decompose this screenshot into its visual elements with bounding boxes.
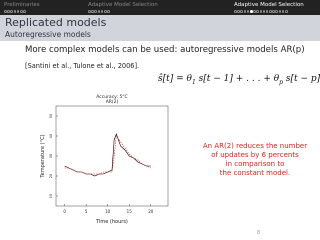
y-axis-label: Temperature (°C): [40, 134, 46, 178]
data-line: [64, 133, 151, 177]
y-tick-label: 30: [49, 154, 53, 158]
formula: ŝ[t] = θ1 s[t − 1] + . . . + θp s[t − p]: [158, 74, 320, 86]
annotation-line: An AR(2) reduces the number: [202, 142, 308, 150]
nav-dots: [88, 9, 110, 13]
x-tick-label: 10: [105, 209, 111, 214]
nav-section[interactable]: Adaptive Model Selection: [234, 2, 304, 8]
annotation: An AR(2) reduces the number of updates by…: [195, 142, 315, 178]
x-tick-label: 15: [127, 209, 133, 214]
formula-part: ŝ[t] = θ: [158, 74, 192, 84]
formula-sub: p: [279, 78, 283, 86]
citation: [Santini et al., Tulone et al., 2006].: [25, 62, 140, 70]
navigation-bar: Preliminaries Adaptive Model Selection A…: [0, 0, 320, 15]
x-tick-label: 20: [148, 209, 154, 214]
formula-part: s[t − p]: [282, 74, 320, 84]
y-tick-label: 10: [49, 194, 53, 198]
nav-dots: [234, 9, 288, 13]
x-tick-label: 0: [63, 209, 66, 214]
annotation-line: in comparison to: [225, 160, 285, 168]
annotation-line: the constant model.: [219, 169, 291, 177]
x-tick-label: 5: [85, 209, 88, 214]
nav-section[interactable]: Adaptive Model Selection: [88, 2, 158, 8]
slide-subtitle: Autoregressive models: [5, 30, 91, 39]
formula-sub: 1: [191, 78, 196, 86]
y-tick-label: 20: [49, 174, 53, 178]
bullet-text: More complex models can be used: autoreg…: [25, 45, 305, 55]
nav-dots: [4, 9, 26, 13]
page-number: 8: [257, 230, 261, 236]
title-bar: Replicated models Autoregressive models: [0, 15, 320, 41]
plot-frame: [55, 105, 169, 207]
y-tick-label: 40: [49, 134, 53, 138]
y-tick-label: 50: [49, 114, 53, 118]
chart-subtitle: AR(2): [106, 99, 119, 105]
formula-part: s[t − 1] + . . . + θ: [195, 74, 280, 84]
data-line: [64, 135, 151, 175]
slide-title: Replicated models: [5, 16, 107, 29]
annotation-line: of updates by 6 percents: [211, 151, 299, 159]
chart-title: Accuracy: 5°C: [96, 94, 127, 100]
x-axis-label: Time (hours): [95, 219, 128, 225]
nav-section[interactable]: Preliminaries: [4, 2, 40, 8]
